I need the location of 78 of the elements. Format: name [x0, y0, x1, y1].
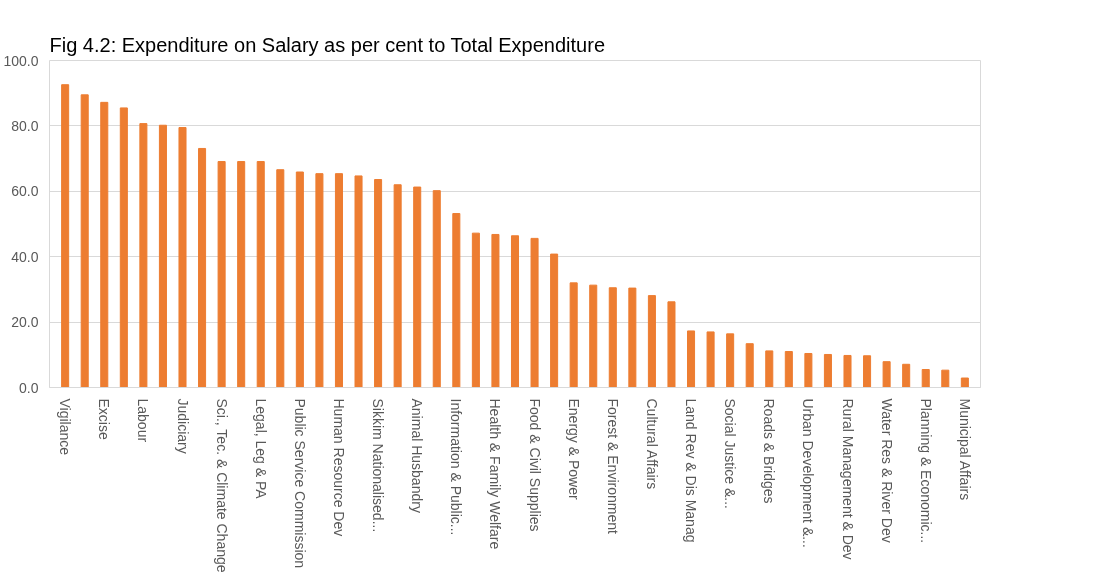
bar: [843, 354, 852, 388]
bar: [295, 171, 304, 388]
bar: [687, 330, 696, 388]
bar: [765, 350, 774, 388]
bar: [158, 124, 167, 388]
bar: [354, 175, 363, 388]
bar: [882, 361, 891, 388]
bar: [139, 123, 148, 388]
bar: [647, 295, 656, 388]
bar: [510, 235, 520, 388]
bar: [960, 377, 969, 388]
bar: [413, 186, 422, 388]
y-tick-label: 20.0: [11, 314, 39, 331]
chart-title: Fig 4.2: Expenditure on Salary as per cent to Total Expenditure: [49, 33, 606, 56]
x-tick-label: Land Rev & Dis Manag: [683, 398, 700, 543]
x-tick-label: Judiciary: [174, 398, 191, 454]
x-tick-label: Urban Development &...: [800, 398, 817, 548]
bar: [100, 101, 109, 388]
bar: [61, 84, 70, 388]
bar: [589, 284, 598, 388]
bar: [863, 355, 872, 388]
bar: [198, 147, 207, 388]
bar: [550, 253, 559, 388]
x-tick-label: Cultural Affairs: [643, 398, 660, 490]
x-tick-label: Forest & Environment: [604, 398, 621, 534]
x-tick-label: Municipal Affairs: [956, 398, 973, 501]
bar: [217, 161, 226, 388]
bar: [921, 369, 930, 388]
x-tick-label: Planning & Economic...: [917, 398, 934, 544]
bar: [726, 333, 735, 388]
x-tick-label: Sci., Tec. & Climate Change: [213, 398, 230, 573]
bar: [256, 161, 265, 388]
bar: [452, 213, 461, 388]
x-tick-label: Excise: [96, 398, 113, 440]
bar: [334, 173, 343, 388]
bar: [745, 343, 754, 388]
bar: [941, 369, 950, 388]
x-tick-label: Roads & Bridges: [761, 398, 778, 504]
bar: [471, 232, 480, 388]
y-tick-label: 60.0: [11, 183, 39, 200]
bar: [569, 282, 578, 388]
bar: [608, 287, 617, 388]
bar: [784, 351, 793, 388]
y-tick-label: 80.0: [11, 117, 39, 134]
x-tick-label: Water Res & River Dev: [878, 398, 895, 543]
x-tick-label: Vigilance: [57, 398, 74, 456]
x-tick-label: Legal, Leg & PA: [252, 398, 269, 500]
bar: [80, 94, 89, 388]
bar: [178, 127, 187, 388]
bar: [667, 301, 676, 388]
bar: [374, 179, 383, 388]
x-tick-label: Sikkim Nationalised...: [370, 398, 387, 533]
bar: [119, 107, 128, 388]
x-tick-label: Rural Management & Dev: [839, 398, 856, 560]
bar: [804, 352, 813, 388]
bar: [237, 161, 246, 388]
bar: [491, 233, 500, 388]
y-tick-label: 100.0: [3, 52, 39, 69]
bar: [628, 287, 637, 388]
bar: [393, 184, 402, 388]
x-tick-label: Information & Public...: [448, 398, 465, 536]
x-tick-label: Social Justice &...: [722, 398, 739, 509]
x-tick-label: Human Resource Dev: [330, 398, 347, 537]
x-tick-label: Energy & Power: [565, 398, 582, 500]
x-tick-label: Health & Family Welfare: [487, 398, 504, 550]
bar: [706, 331, 715, 388]
x-tick-label: Animal Husbandry: [409, 398, 426, 513]
y-tick-label: 0.0: [19, 379, 39, 396]
bar: [315, 173, 324, 388]
bar: [530, 237, 539, 388]
bar: [276, 169, 285, 388]
bar: [902, 363, 911, 388]
y-tick-label: 40.0: [11, 248, 39, 265]
x-tick-label: Labour: [135, 398, 152, 443]
x-tick-label: Public Service Commission: [291, 398, 308, 569]
x-tick-label: Food & Civil Supplies: [526, 398, 543, 532]
bar: [823, 353, 832, 388]
bar: [432, 190, 441, 388]
